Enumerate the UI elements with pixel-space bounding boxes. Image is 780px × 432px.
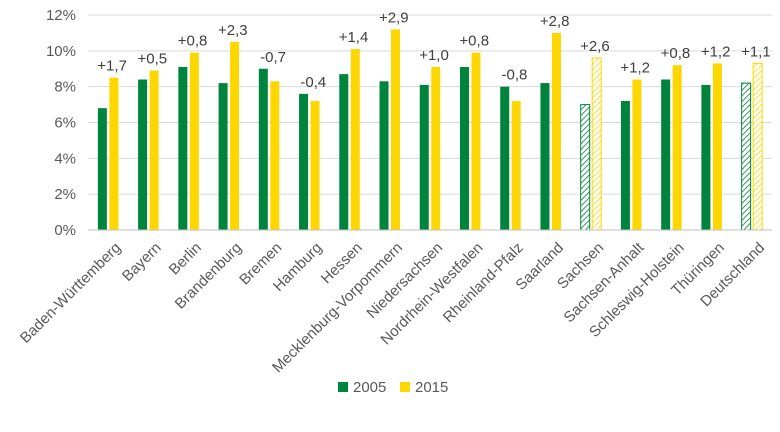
bar-2005	[580, 104, 591, 231]
bar-2005	[97, 108, 107, 230]
y-tick-label: 10%	[46, 43, 76, 60]
data-label: +1,2	[620, 60, 650, 77]
data-label: +2,8	[540, 13, 570, 30]
bar-2015	[551, 32, 561, 230]
gridlines	[88, 14, 772, 231]
data-label: -0,4	[300, 74, 326, 91]
bar-2005	[620, 101, 630, 230]
bar-2005	[540, 83, 550, 230]
bar-2015	[591, 57, 602, 231]
bar-2005	[258, 68, 268, 230]
bar-2015	[471, 52, 481, 230]
data-label: -0,8	[502, 67, 528, 84]
data-label: +1,1	[741, 43, 771, 60]
data-label: +2,3	[218, 22, 248, 39]
bar-2015	[712, 63, 722, 230]
bar-2005	[218, 83, 228, 230]
bar-2015	[310, 101, 320, 230]
data-label: +0,8	[178, 33, 208, 50]
legend: 2005 2015	[338, 379, 448, 396]
bar-2005	[459, 66, 469, 230]
bar-2005	[178, 66, 188, 230]
bar-2005	[701, 84, 711, 230]
y-tick-label: 6%	[54, 115, 76, 132]
y-axis: 0% 2% 4% 6% 8% 10% 12%	[46, 7, 76, 239]
y-tick-label: 12%	[46, 7, 76, 24]
bar-2005	[500, 86, 510, 231]
data-label: +1,2	[701, 43, 731, 60]
bar-2015	[391, 29, 401, 231]
y-tick-label: 2%	[54, 186, 76, 203]
bar-2015	[431, 66, 441, 230]
bar-2015	[350, 49, 360, 230]
legend-swatch	[338, 382, 348, 392]
bar-2005	[138, 79, 148, 230]
data-label: +1,0	[419, 47, 449, 64]
data-labels: +1,7 +0,5 +0,8 +2,3 -0,7 -0,4 +1,4 +2,9 +1,0 +0,8…	[97, 9, 770, 91]
bar-2005	[299, 93, 309, 230]
bars	[97, 29, 763, 231]
bar-2015	[230, 41, 240, 230]
bar-2015	[149, 70, 159, 231]
bar-2015	[672, 65, 682, 231]
bar-2015	[511, 101, 521, 230]
data-label: +2,6	[580, 38, 610, 55]
y-tick-label: 0%	[54, 222, 76, 239]
data-label: +0,8	[661, 45, 691, 62]
data-label: +2,9	[379, 9, 409, 26]
data-label: +0,8	[459, 33, 489, 50]
bar-2015	[270, 81, 280, 231]
x-tick-label: Baden-Württemberg	[17, 239, 125, 347]
data-label: +0,5	[138, 51, 168, 68]
bar-2005	[339, 74, 349, 230]
bar-2005	[741, 82, 752, 231]
x-tick-label: Bayern	[119, 239, 165, 285]
y-tick-label: 8%	[54, 79, 76, 96]
legend-swatch	[400, 382, 410, 392]
bar-2015	[189, 52, 199, 230]
bar-2015	[632, 79, 642, 230]
data-label: +1,7	[97, 58, 127, 75]
bar-2005	[419, 84, 429, 230]
bar-2005	[379, 81, 389, 231]
legend-label: 2015	[415, 379, 448, 396]
y-tick-label: 4%	[54, 150, 76, 167]
data-label: -0,7	[260, 49, 286, 66]
legend-label: 2005	[353, 379, 386, 396]
bar-2015	[109, 77, 119, 230]
bar-2005	[661, 79, 671, 230]
data-label: +1,4	[339, 29, 369, 46]
bar-2015	[752, 62, 763, 231]
